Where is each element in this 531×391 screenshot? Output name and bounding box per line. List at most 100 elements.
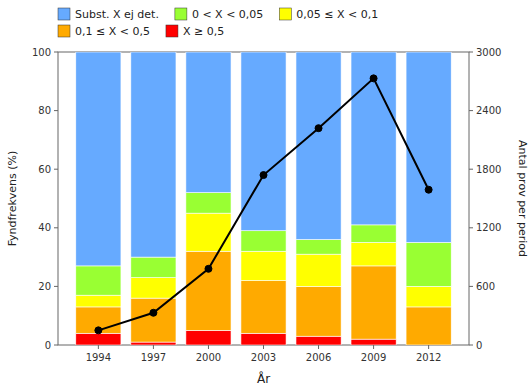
x-tick-label: 2009 (361, 352, 386, 363)
y-axis: 0 20 40 60 80 100 Fyndfrekvens (%) (6, 47, 58, 351)
line-marker (425, 186, 432, 193)
y-tick (54, 227, 58, 228)
legend-item: 0 < X < 0,05 (175, 8, 263, 21)
y2-tick-label: 600 (476, 281, 495, 292)
bar (296, 240, 341, 255)
bar (296, 254, 341, 286)
bar (76, 307, 121, 333)
bar (131, 278, 176, 299)
y-tick-label: 0 (45, 340, 51, 351)
y2-tick (469, 286, 473, 287)
bar (76, 333, 121, 345)
y-tick-label: 60 (38, 164, 51, 175)
x-tick-label: 1997 (141, 352, 166, 363)
bar (131, 52, 176, 257)
bar (351, 266, 396, 339)
x-axis: 1994199720002003200620092012År (86, 345, 442, 386)
bar (131, 342, 176, 345)
bar (241, 251, 286, 280)
bar (351, 225, 396, 243)
bar (351, 242, 396, 265)
bar (186, 213, 231, 251)
legend-item: 0,1 ≤ X < 0,5 (58, 25, 150, 38)
x-tick-label: 2003 (251, 352, 276, 363)
bar (406, 242, 451, 286)
bar (241, 231, 286, 252)
legend-item: Subst. X ej det. (58, 8, 159, 21)
line-series (95, 75, 432, 334)
y-tick (54, 345, 58, 346)
y-tick (54, 169, 58, 170)
legend-swatch (58, 8, 70, 20)
y-tick-label: 100 (32, 47, 51, 58)
legend-swatch (175, 8, 187, 20)
bar (76, 295, 121, 307)
x-tick (428, 345, 429, 349)
y2-axis: 0 600 1200 1800 2400 3000 Antal prov per perio… (469, 47, 529, 351)
line-marker (260, 172, 267, 179)
bar (351, 339, 396, 345)
y-tick (54, 110, 58, 111)
bar (241, 333, 286, 345)
line-marker (315, 125, 322, 132)
legend-swatch (166, 25, 178, 37)
bar (131, 257, 176, 278)
x-tick (98, 345, 99, 349)
y-tick-label: 40 (38, 222, 51, 233)
x-tick (373, 345, 374, 349)
y2-axis-label: Antal prov per period (516, 140, 529, 257)
y2-tick (469, 169, 473, 170)
bar (186, 52, 231, 193)
x-tick-label: 1994 (86, 352, 111, 363)
legend-label: Subst. X ej det. (75, 8, 159, 21)
legend-item: X ≥ 0,5 (166, 25, 224, 38)
x-tick (208, 345, 209, 349)
bar-series (76, 52, 451, 266)
x-tick (318, 345, 319, 349)
legend: Subst. X ej det. 0 < X < 0,05 0,05 ≤ X < 0… (58, 8, 378, 38)
bar (296, 336, 341, 345)
bar-series (76, 330, 396, 345)
y-tick (54, 52, 58, 53)
bar (76, 266, 121, 295)
x-tick-label: 2012 (416, 352, 441, 363)
plot-frame (58, 52, 469, 345)
bar (351, 52, 396, 225)
y2-tick-label: 1800 (476, 164, 501, 175)
y2-tick (469, 345, 473, 346)
x-tick-label: 2006 (306, 352, 331, 363)
y-tick-label: 80 (38, 105, 51, 116)
legend-item: 0,05 ≤ X < 0,1 (279, 8, 378, 21)
bar (186, 330, 231, 345)
data (76, 52, 451, 345)
bar (406, 286, 451, 307)
legend-label: 0,1 ≤ X < 0,5 (75, 25, 150, 38)
bar (186, 193, 231, 214)
line-marker (95, 327, 102, 334)
legend-label: 0 < X < 0,05 (192, 8, 263, 21)
line-marker (150, 309, 157, 316)
legend-label: 0,05 ≤ X < 0,1 (296, 8, 378, 21)
bar (296, 52, 341, 240)
bar (406, 52, 451, 242)
y2-tick-label: 3000 (476, 47, 501, 58)
bar (406, 307, 451, 345)
x-tick (263, 345, 264, 349)
y2-tick-label: 1200 (476, 222, 501, 233)
y2-tick-label: 2400 (476, 105, 501, 116)
y-tick-label: 20 (38, 281, 51, 292)
bar (296, 286, 341, 336)
line-marker (205, 265, 212, 272)
y2-tick (469, 110, 473, 111)
x-tick (153, 345, 154, 349)
line (98, 78, 428, 330)
line-marker (370, 75, 377, 82)
y2-tick (469, 52, 473, 53)
bar (241, 281, 286, 334)
chart: Subst. X ej det. 0 < X < 0,05 0,05 ≤ X < 0… (0, 0, 531, 391)
y-axis-label: Fyndfrekvens (%) (6, 151, 19, 247)
y2-tick-label: 0 (476, 340, 482, 351)
bar (131, 298, 176, 342)
bar (76, 52, 121, 266)
bar (186, 251, 231, 330)
